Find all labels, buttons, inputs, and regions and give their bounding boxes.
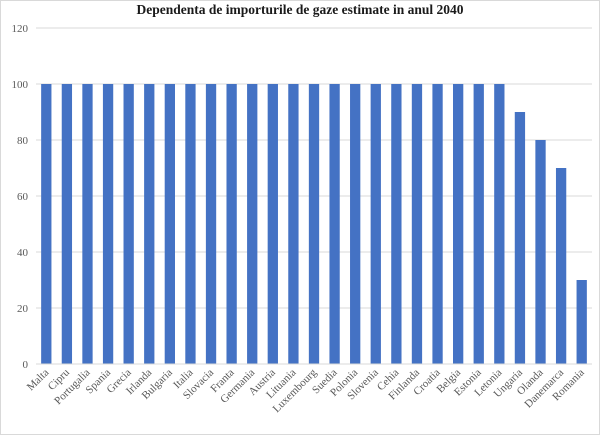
bar-irlanda <box>144 84 155 364</box>
bar-germania <box>247 84 258 364</box>
bar-estonia <box>473 84 484 364</box>
bar-lituania <box>288 84 299 364</box>
y-tick-label: 120 <box>12 23 29 35</box>
chart-title: Dependenta de importurile de gaze estima… <box>136 2 464 17</box>
bar-olanda <box>535 140 546 364</box>
bar-austria <box>267 84 278 364</box>
bar-slovacia <box>205 84 217 364</box>
bar-slovenia <box>370 84 381 364</box>
bar-finlanda <box>411 84 423 364</box>
bar-suedia <box>329 84 340 364</box>
x-tick-label: Malta <box>25 367 52 394</box>
x-axis-labels: MaltaCipruPortugaliaSpaniaGreciaIrlandaB… <box>25 366 587 415</box>
bar-cehia <box>391 84 402 364</box>
bar-grecia <box>123 84 134 364</box>
bar-luxembourg <box>308 84 320 364</box>
bar-croatia <box>432 84 443 364</box>
bar-romania <box>576 280 587 364</box>
bar-franta <box>226 84 237 364</box>
y-tick-label: 80 <box>17 135 29 147</box>
y-tick-label: 20 <box>17 303 29 315</box>
bar-ungaria <box>514 112 526 364</box>
bar-malta <box>41 84 52 364</box>
bar-danemarca <box>555 168 567 364</box>
bar-italia <box>185 84 196 364</box>
y-tick-label: 0 <box>23 359 29 371</box>
bar-spania <box>102 84 114 364</box>
bar-portugalia <box>82 84 93 364</box>
y-tick-label: 100 <box>12 79 29 91</box>
bar-letonia <box>494 84 505 364</box>
y-tick-label: 60 <box>17 191 29 203</box>
bar-polonia <box>350 84 361 364</box>
bar-cipru <box>61 84 73 364</box>
y-tick-label: 40 <box>17 247 29 259</box>
bar-bulgaria <box>164 84 175 364</box>
bars <box>41 84 587 364</box>
y-axis-ticks: 0 20 40 60 80 100 120 <box>12 23 29 371</box>
bar-belgia <box>453 84 464 364</box>
